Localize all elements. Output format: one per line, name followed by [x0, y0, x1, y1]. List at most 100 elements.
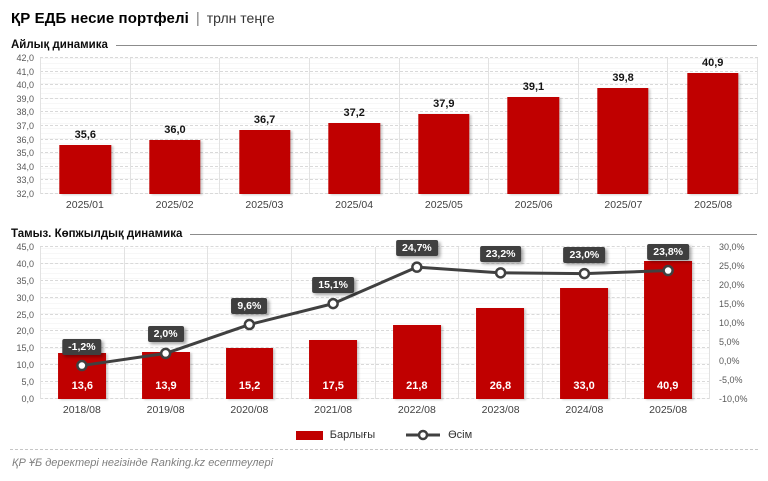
axis-tick-label: 36,0 — [16, 134, 34, 145]
line-value-label: 24,7% — [395, 240, 438, 257]
data-point-marker — [159, 347, 172, 360]
data-point-marker — [494, 267, 507, 279]
category-cells: 13,6 13,9 15,2 17,5 21,8 26,8 33,0 40,9 — [40, 247, 710, 399]
category-label: 2023/08 — [481, 403, 520, 416]
category-cell: 37,2 — [308, 58, 399, 194]
section-rule — [190, 233, 757, 235]
axis-tick-label: 30,0% — [719, 242, 745, 252]
category-cell: 15,2 — [207, 247, 291, 399]
category-cell: 39,1 — [488, 58, 578, 194]
line-value-label: 2,0% — [147, 326, 184, 343]
title-separator: | — [195, 10, 200, 27]
category-label: 2025/08 — [694, 198, 733, 211]
bar — [238, 130, 291, 194]
category-cell: 21,8 — [374, 247, 459, 399]
line-marker-swatch-icon — [406, 429, 441, 441]
category-label: 2025/06 — [514, 198, 553, 211]
bar: 17,5 — [309, 339, 358, 399]
axis-tick-label: 35,0 — [16, 148, 34, 159]
bar-value-label: 17,5 — [322, 380, 344, 392]
yearly-combo-chart: 45,0 40,0 35,0 30,0 25,0 20,0 15,0 10,0 5,0 0,0 1… — [10, 240, 758, 420]
growth-trend-line — [76, 261, 674, 372]
bar-value-label: 37,2 — [343, 107, 365, 120]
axis-tick-label: 25,0 — [16, 309, 34, 320]
grid-line — [40, 57, 758, 58]
bar-value-label: 13,9 — [155, 380, 177, 392]
category-label: 2024/08 — [565, 403, 604, 416]
axis-tick-label: 34,0 — [16, 161, 34, 172]
bar-value-label: 39,8 — [612, 71, 634, 84]
category-label: 2022/08 — [397, 403, 436, 416]
category-cell: 39,8 — [577, 58, 668, 194]
category-label: 2018/08 — [62, 403, 101, 416]
monthly-section-header: Айлық динамика — [11, 39, 757, 51]
yearly-chart-left-axis: 45,0 40,0 35,0 30,0 25,0 20,0 15,0 10,0 5,0 0,0 — [10, 242, 40, 404]
category-label: 2025/03 — [245, 198, 284, 211]
category-label: 2025/01 — [65, 198, 104, 211]
bar-value-label: 13,6 — [71, 380, 94, 392]
axis-tick-label: 40,0 — [16, 258, 34, 269]
line-value-label: -1,2% — [62, 338, 102, 355]
page-title: ҚР ЕДБ несие портфелі | трлн теңге — [11, 10, 758, 27]
axis-tick-label: 35,0 — [16, 275, 34, 286]
bar-value-label: 40,9 — [701, 56, 724, 69]
bar — [507, 97, 560, 194]
trend-line-path — [81, 265, 669, 368]
bar-value-label: 15,2 — [238, 380, 261, 392]
line-value-label: 23,8% — [647, 243, 690, 260]
bar-value-label: 37,9 — [433, 97, 455, 110]
axis-tick-label: 37,0 — [16, 121, 34, 131]
axis-tick-label: 42,0 — [16, 53, 34, 63]
category-cell: 40,9 — [625, 247, 709, 399]
axis-tick-label: 25,0% — [719, 261, 745, 271]
bar-value-label: 33,0 — [573, 380, 595, 392]
axis-tick-label: 5,0 — [21, 377, 34, 388]
axis-tick-label: 39,0 — [16, 93, 34, 104]
category-label: 2021/08 — [314, 403, 353, 416]
axis-tick-label: 41,0 — [16, 66, 34, 77]
yearly-chart-right-axis: 30,0% 25,0% 20,0% 15,0% 10,0% 5,0% 0,0% -5,0% -1… — [710, 242, 758, 404]
bar: 40,9 — [643, 260, 692, 399]
bar: 13,9 — [141, 352, 190, 399]
axis-tick-label: -5,0% — [719, 375, 743, 385]
bar — [59, 145, 112, 194]
legend-item-total: Барлығы — [295, 429, 375, 441]
axis-tick-label: 10,0 — [16, 360, 34, 371]
category-cell: 40,9 — [667, 56, 757, 194]
yearly-chart-plot-area: 13,6 13,9 15,2 17,5 21,8 26,8 33,0 40,9 -1,2% 2,0… — [40, 240, 710, 399]
category-label: 2025/05 — [424, 198, 463, 211]
chart-legend: Барлығы Өсім — [10, 429, 758, 441]
category-label: 2019/08 — [146, 403, 185, 416]
bar-value-label: 39,1 — [522, 81, 545, 94]
axis-tick-label: 0,0 — [21, 394, 34, 404]
category-label: 2025/02 — [155, 198, 194, 211]
monthly-section-title: Айлық динамика — [11, 39, 108, 51]
bar — [149, 139, 201, 194]
legend-label-growth: Өсім — [448, 429, 473, 441]
category-cell: 37,9 — [398, 58, 489, 194]
source-note: ҚР ҰБ деректері негізінде Ranking.kz есе… — [10, 449, 758, 481]
category-cell: 36,0 — [129, 58, 220, 194]
data-point-marker — [662, 264, 674, 277]
line-value-label: 23,0% — [563, 246, 606, 263]
category-cell: 36,7 — [219, 58, 309, 194]
bar: 21,8 — [392, 325, 441, 399]
data-point-marker — [243, 318, 256, 331]
category-cell: 13,9 — [123, 247, 208, 399]
bar-value-label: 40,9 — [656, 380, 679, 392]
grid-line — [40, 246, 710, 247]
bar: 33,0 — [560, 287, 609, 399]
data-point-marker — [76, 359, 88, 372]
axis-tick-label: 10,0% — [719, 318, 745, 328]
axis-tick-label: 40,0 — [16, 80, 34, 91]
bar-value-label: 36,7 — [253, 114, 276, 127]
bar — [418, 113, 470, 194]
axis-tick-label: 20,0% — [719, 280, 745, 290]
axis-tick-label: 30,0 — [16, 292, 34, 303]
axis-tick-label: 32,0 — [16, 189, 34, 199]
line-value-label: 23,2% — [479, 245, 522, 262]
axis-tick-label: 38,0 — [16, 107, 34, 118]
section-rule — [115, 44, 757, 46]
bar: 26,8 — [476, 308, 525, 399]
